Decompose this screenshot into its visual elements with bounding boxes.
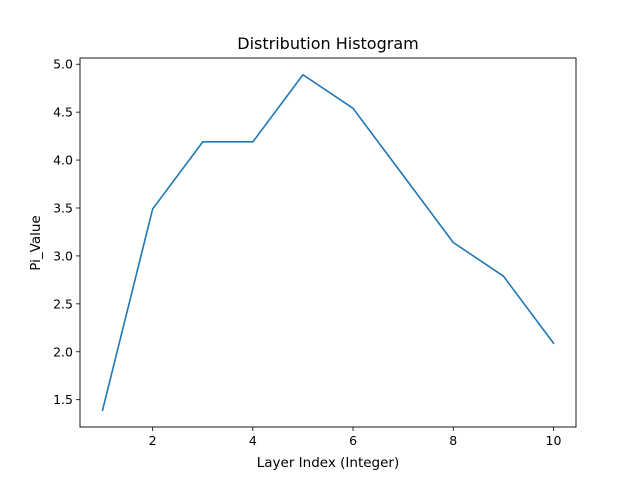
y-tick-label: 2.0	[53, 344, 73, 359]
y-tick-label: 1.5	[53, 392, 73, 407]
x-tick-label: 10	[546, 433, 562, 448]
y-tick-label: 4.0	[53, 153, 73, 168]
y-tick-label: 3.5	[53, 200, 73, 215]
x-tick-label: 4	[249, 433, 257, 448]
plot-frame	[79, 57, 577, 428]
y-tick-label: 2.5	[53, 296, 73, 311]
y-tick-label: 5.0	[53, 57, 73, 72]
plot-area: 2 4 6 8 10 1.5 2.0 2.5 3.0 3.5 4.0 4.5 5.0	[53, 57, 577, 448]
x-tick-label: 2	[149, 433, 157, 448]
y-tick-label: 3.0	[53, 248, 73, 263]
y-axis-label: Pi_Value	[28, 215, 44, 270]
series-line	[101, 73, 555, 412]
x-axis-label: Layer Index (Integer)	[257, 455, 399, 471]
x-tick-label: 8	[449, 433, 457, 448]
chart-title: Distribution Histogram	[237, 34, 418, 53]
x-tick-label: 6	[349, 433, 357, 448]
y-tick-label: 4.5	[53, 105, 73, 120]
